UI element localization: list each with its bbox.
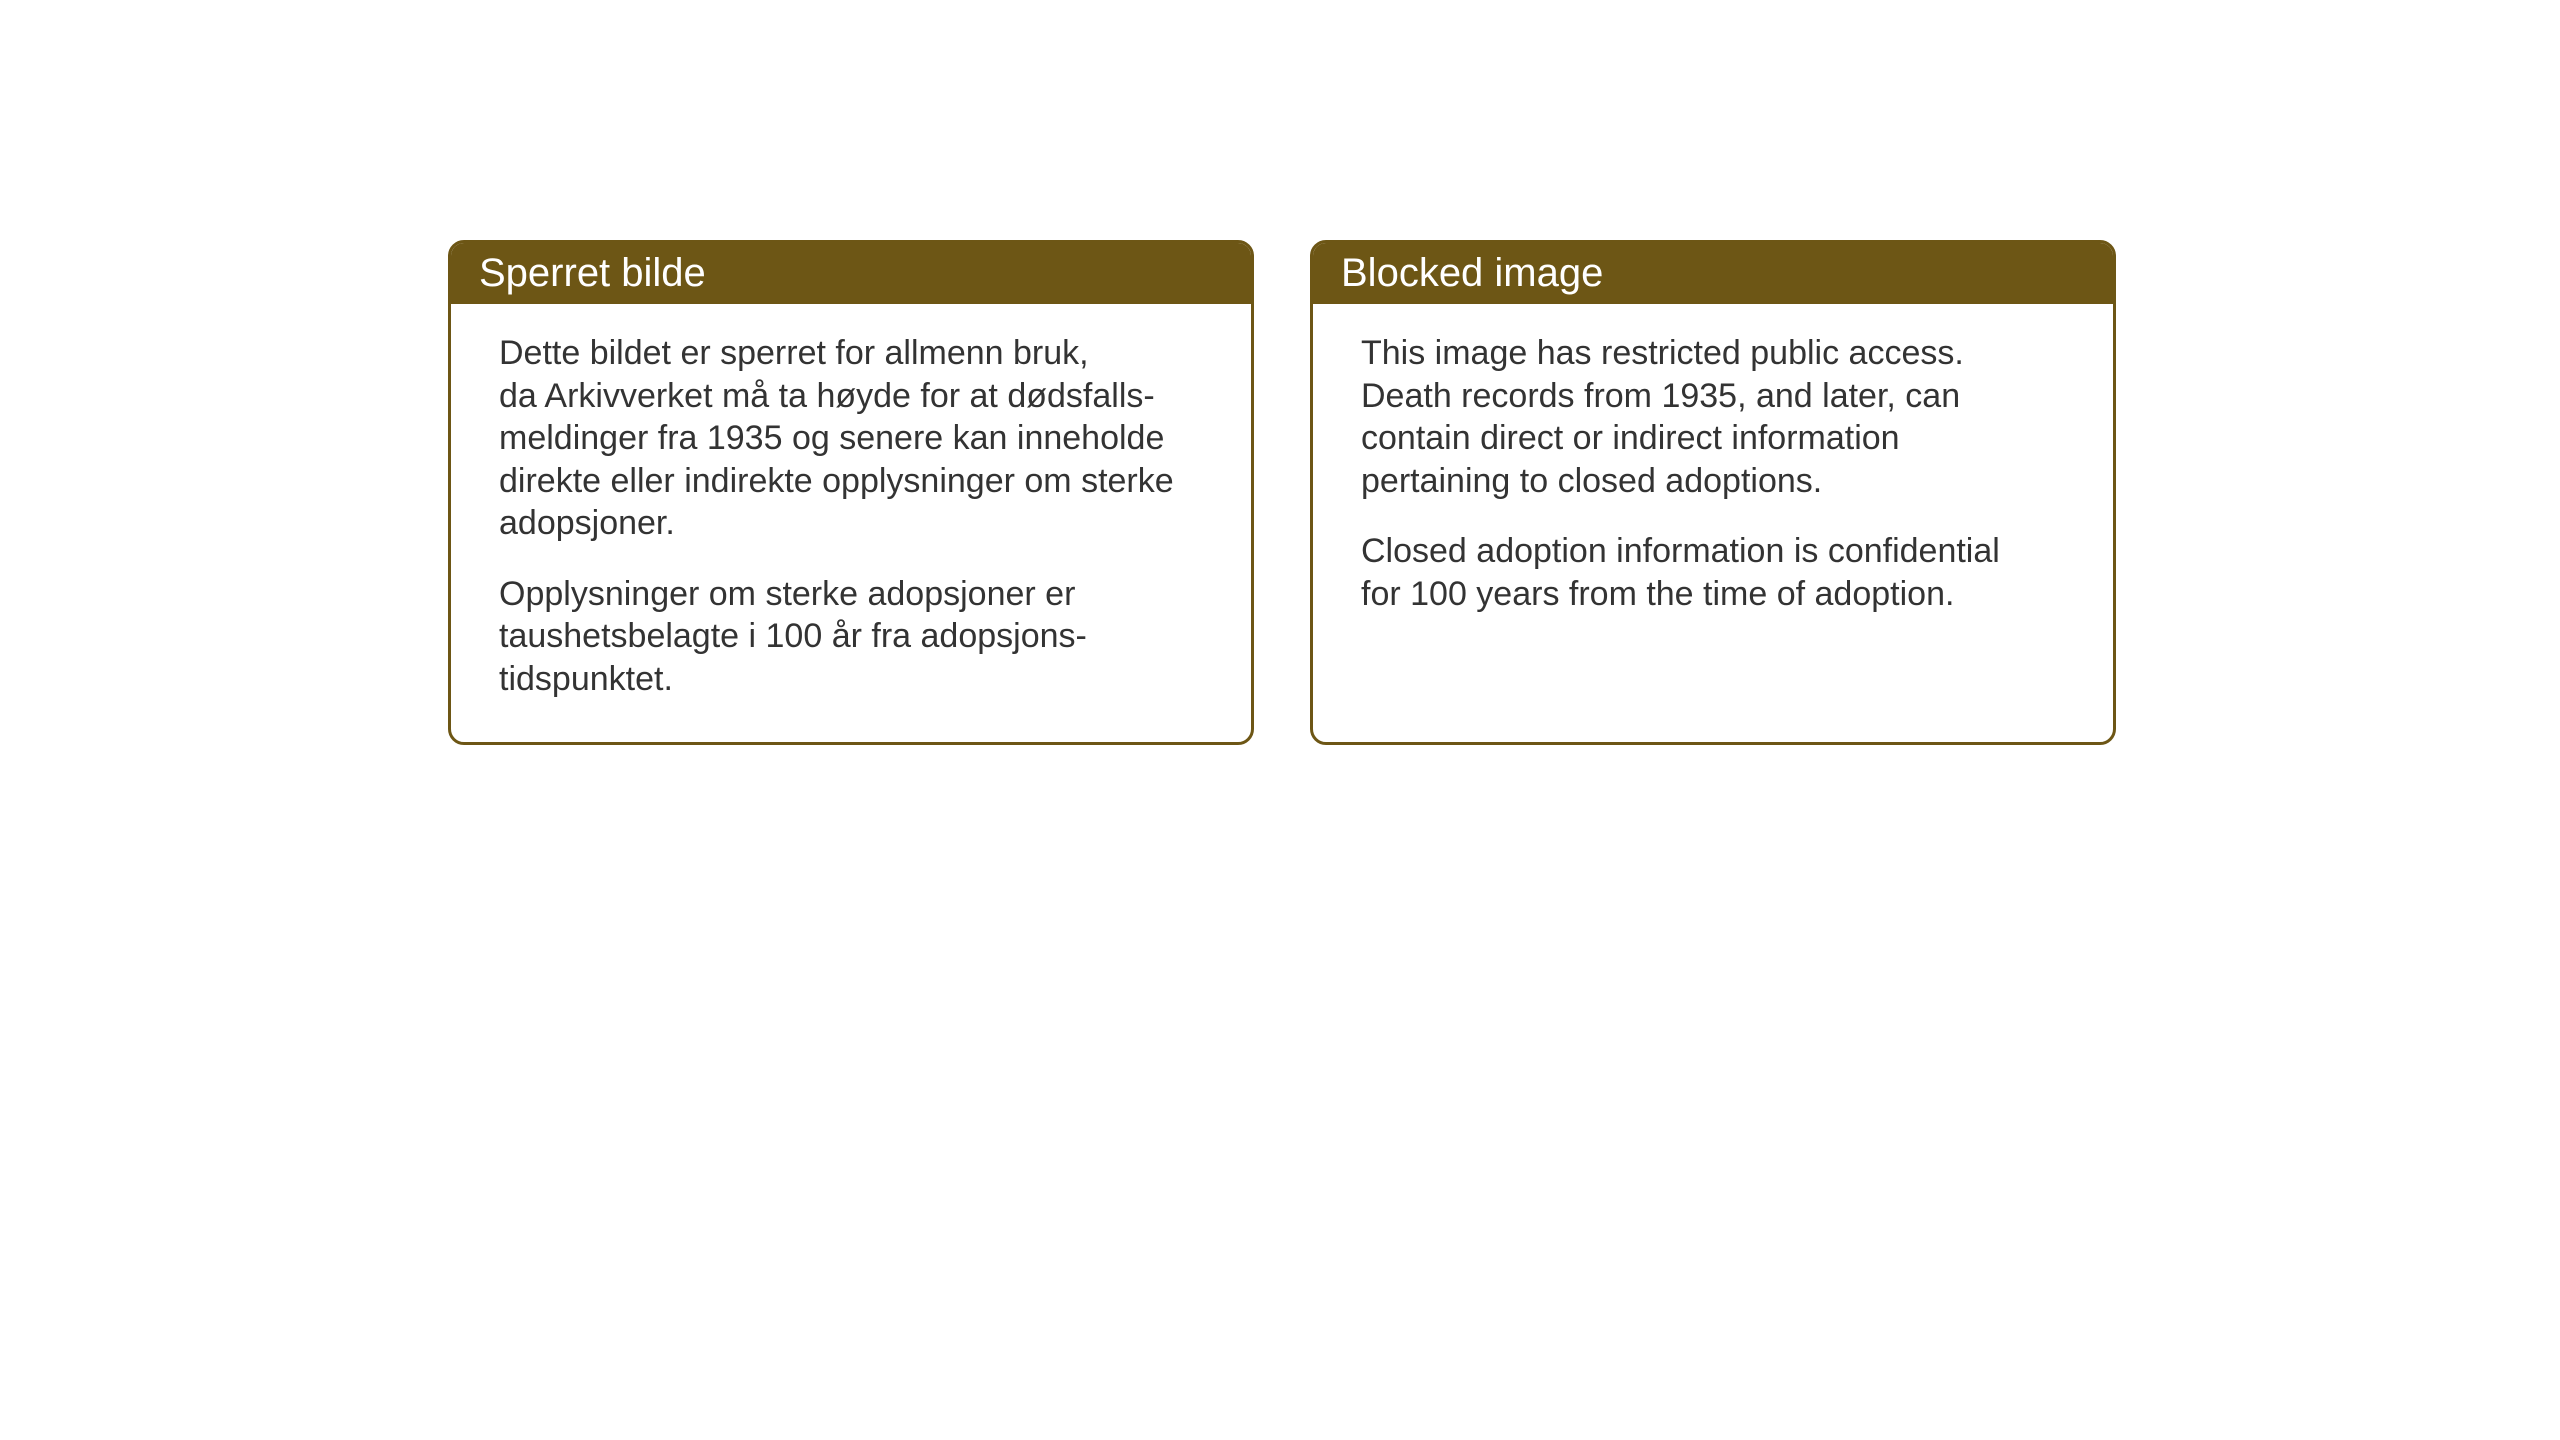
notice-panel-norwegian: Sperret bilde Dette bildet er sperret fo… xyxy=(448,240,1254,745)
notice-container: Sperret bilde Dette bildet er sperret fo… xyxy=(448,240,2116,745)
notice-panel-english: Blocked image This image has restricted … xyxy=(1310,240,2116,745)
panel-body-english: This image has restricted public access.… xyxy=(1313,304,2113,657)
paragraph-2-en: Closed adoption information is confident… xyxy=(1361,530,2065,615)
panel-body-norwegian: Dette bildet er sperret for allmenn bruk… xyxy=(451,304,1251,742)
panel-title-norwegian: Sperret bilde xyxy=(451,243,1251,304)
panel-title-english: Blocked image xyxy=(1313,243,2113,304)
paragraph-1-no: Dette bildet er sperret for allmenn bruk… xyxy=(499,332,1203,545)
paragraph-1-en: This image has restricted public access.… xyxy=(1361,332,2065,502)
paragraph-2-no: Opplysninger om sterke adopsjoner er tau… xyxy=(499,573,1203,701)
